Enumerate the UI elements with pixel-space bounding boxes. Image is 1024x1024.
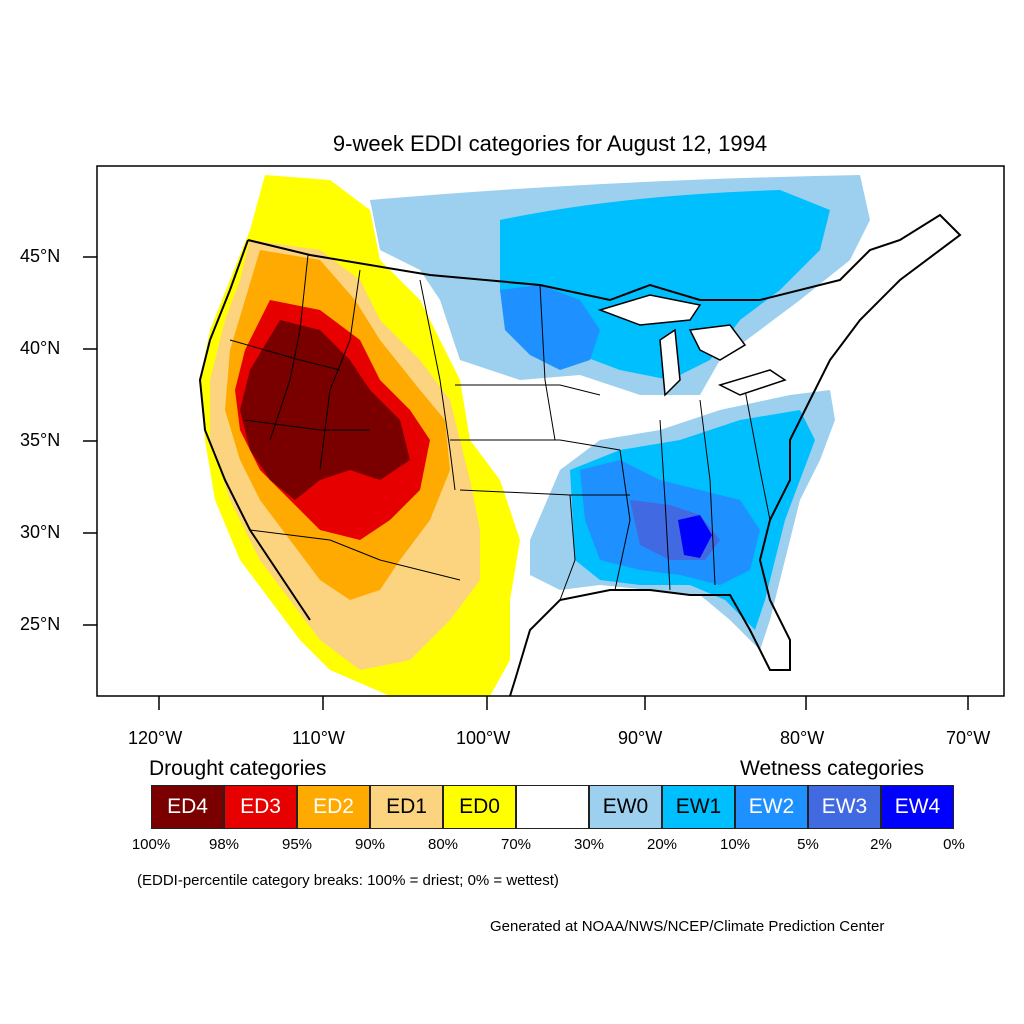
legend-break-label: 100% <box>131 836 171 853</box>
legend-swatch: ED3 <box>224 785 297 829</box>
legend-break-label: 20% <box>646 836 678 853</box>
legend-break-label: 70% <box>500 836 532 853</box>
legend-swatch: EW2 <box>735 785 808 829</box>
legend-swatch: EW0 <box>589 785 662 829</box>
lon-label: 80°W <box>780 728 825 748</box>
lon-label: 90°W <box>618 728 663 748</box>
lat-label: 45°N <box>20 246 61 266</box>
legend-break-label: 0% <box>943 836 965 853</box>
legend-break-label: 90% <box>354 836 386 853</box>
lon-label: 100°W <box>456 728 511 748</box>
state-borders <box>229 254 771 601</box>
legend-swatch: ED1 <box>370 785 443 829</box>
lat-label: 40°N <box>20 338 61 358</box>
us-outline <box>198 213 962 696</box>
legend-swatch: ED2 <box>297 785 370 829</box>
credit-text: Generated at NOAA/NWS/NCEP/Climate Predi… <box>490 918 885 935</box>
wetness-heading: Wetness categories <box>740 757 925 780</box>
legend-break-label: 80% <box>427 836 459 853</box>
lon-label: 110°W <box>292 728 345 748</box>
legend-swatch <box>516 785 589 829</box>
legend-break-label: 2% <box>870 836 892 853</box>
legend-break-label: 5% <box>797 836 819 853</box>
legend-break-label: 30% <box>573 836 605 853</box>
drought-heading: Drought categories <box>149 757 327 780</box>
map-title: 9-week EDDI categories for August 12, 19… <box>332 131 768 156</box>
legend-swatch: EW4 <box>881 785 954 829</box>
map-frame <box>96 165 1005 697</box>
legend-swatch: EW1 <box>662 785 735 829</box>
legend-break-label: 10% <box>719 836 751 853</box>
lat-label: 25°N <box>20 614 61 634</box>
lon-label: 120°W <box>128 728 183 748</box>
lat-label: 30°N <box>20 522 61 542</box>
great-lakes <box>597 294 787 397</box>
axis-ticks <box>83 256 969 710</box>
lon-label: 70°W <box>946 728 991 748</box>
ew2-region-lakes <box>500 285 600 370</box>
legend-swatch: ED0 <box>443 785 516 829</box>
legend-break-label: 95% <box>281 836 313 853</box>
legend-swatch: ED4 <box>151 785 224 829</box>
breaks-note: (EDDI-percentile category breaks: 100% =… <box>137 872 559 889</box>
lat-label: 35°N <box>20 430 61 450</box>
legend-break-label: 98% <box>208 836 240 853</box>
ed4-region <box>240 320 410 500</box>
legend-swatch: EW3 <box>808 785 881 829</box>
ew4-region <box>678 515 712 558</box>
